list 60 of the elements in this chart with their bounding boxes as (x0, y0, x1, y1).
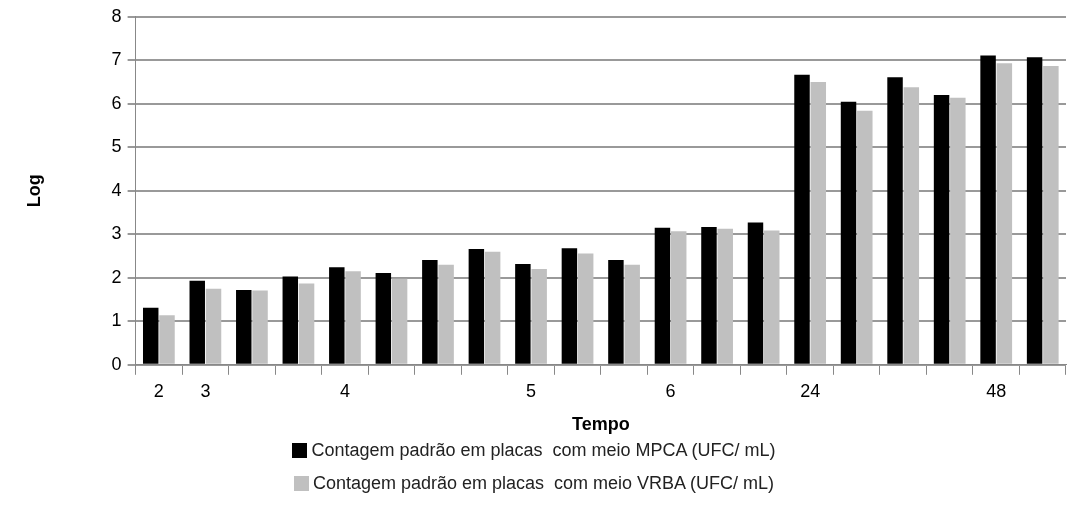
bar (438, 264, 454, 364)
y-tick-label: 3 (111, 223, 122, 244)
bar (345, 271, 361, 364)
bar (887, 77, 903, 364)
bar (810, 82, 827, 364)
bar (950, 97, 966, 364)
x-tick-label: 4 (339, 380, 350, 401)
bar (701, 226, 717, 364)
y-tick-label: 4 (111, 179, 122, 200)
bar (329, 267, 345, 364)
bar (159, 315, 175, 364)
legend-label: Contagem padrão em placas com meio VRBA (UFC/ mL) (312, 473, 775, 494)
bar (654, 227, 671, 364)
y-tick-label: 6 (111, 92, 122, 113)
bar (577, 253, 594, 364)
bar (857, 110, 873, 364)
bar (531, 269, 547, 364)
y-axis-title: Log (23, 174, 44, 208)
x-tick-label: 2 (153, 380, 164, 401)
bar (468, 249, 485, 364)
bar (608, 259, 624, 364)
bar (252, 290, 268, 364)
x-axis-title: Tempo (571, 414, 630, 435)
bar (996, 63, 1013, 364)
y-tick-label: 0 (111, 353, 122, 374)
bar (1043, 65, 1059, 364)
bar (1026, 57, 1043, 364)
bar (189, 280, 205, 364)
bar (794, 74, 810, 364)
bar (980, 55, 996, 364)
y-tick-label: 5 (111, 136, 122, 157)
bar (298, 283, 315, 364)
x-tick-label: 48 (986, 380, 1007, 401)
bar (670, 231, 687, 364)
x-tick-label: 5 (526, 380, 537, 401)
bar (903, 87, 920, 364)
y-tick-label: 7 (111, 49, 122, 70)
bar (717, 228, 733, 364)
bar (561, 248, 578, 364)
bar (515, 263, 531, 364)
x-tick-label: 3 (200, 380, 211, 401)
legend-label: Contagem padrão em placas com meio MPCA (UFC/ mL) (311, 440, 776, 461)
bar (933, 95, 950, 364)
bar (375, 273, 392, 364)
bar (143, 307, 159, 364)
bar (764, 230, 780, 364)
bar (391, 278, 408, 364)
bar (205, 288, 222, 364)
bar (484, 251, 501, 364)
bar (422, 259, 438, 364)
bar (747, 222, 764, 364)
x-tick-label: 6 (665, 380, 676, 401)
bar (840, 101, 857, 364)
x-tick-label: 24 (800, 380, 821, 401)
bar (624, 264, 640, 364)
y-tick-label: 8 (111, 5, 122, 26)
y-tick-label: 1 (111, 310, 122, 331)
bar (236, 289, 252, 364)
bar (282, 276, 299, 364)
y-tick-label: 2 (111, 266, 122, 287)
